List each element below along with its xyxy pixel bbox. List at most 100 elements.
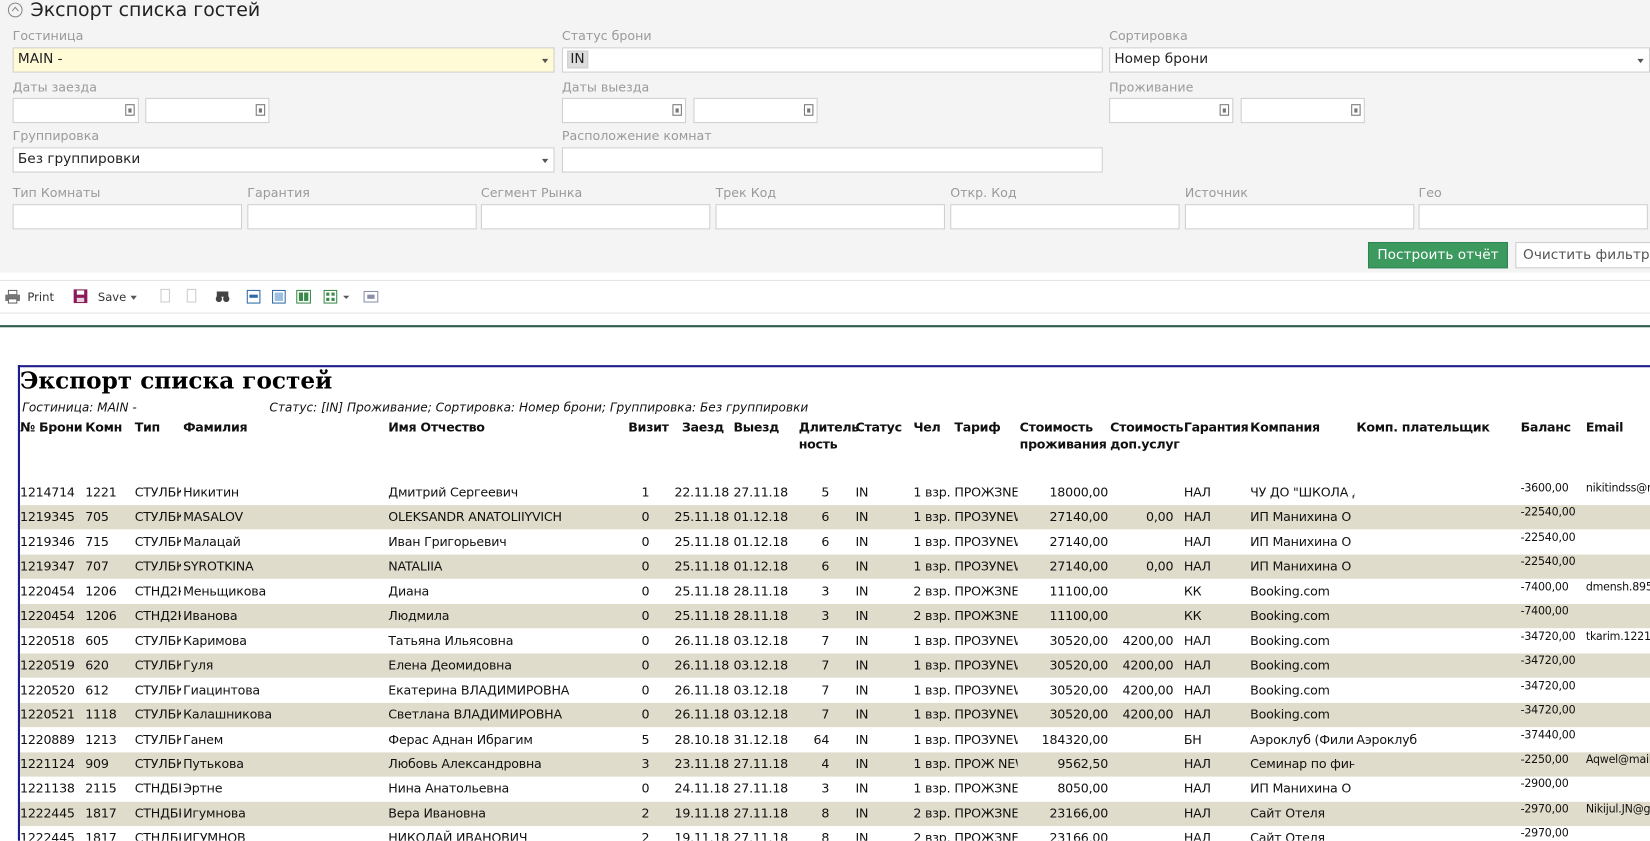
table-cell: 605	[85, 633, 132, 648]
table-cell: 01.12.18	[733, 510, 794, 525]
date-input[interactable]	[13, 98, 139, 123]
room-location-input[interactable]	[562, 147, 1103, 172]
table-cell: 1220889	[20, 732, 83, 747]
table-cell: 03.12.18	[733, 683, 794, 698]
status-token[interactable]: IN	[567, 51, 588, 69]
text-filter-input[interactable]	[950, 204, 1179, 229]
table-cell: IN	[856, 757, 909, 772]
build-button[interactable]: Построить отчёт	[1368, 242, 1508, 268]
table-cell: 30520,00	[1020, 633, 1108, 648]
table-cell: 1219345	[20, 510, 83, 525]
table-cell: 1 взр.	[913, 485, 953, 500]
table-cell: НИКОЛАЙ ИВАНОВИЧ	[388, 831, 625, 841]
table-cell: 1221124	[20, 757, 83, 772]
text-filter-input[interactable]	[13, 204, 242, 229]
text-filter-input[interactable]	[1185, 204, 1414, 229]
table-cell: 27.11.18	[733, 781, 794, 796]
date-input[interactable]	[1241, 98, 1365, 123]
text-filter-input[interactable]	[247, 204, 476, 229]
table-cell: 4200,00	[1110, 658, 1173, 673]
table-cell: СТНД2К	[135, 608, 181, 623]
table-cell: 0	[628, 707, 649, 722]
table-cell: 2	[628, 831, 649, 841]
table-cell: Ганем	[183, 732, 386, 747]
status-input[interactable]: IN	[562, 47, 1103, 72]
table-cell: -34720,00	[1521, 630, 1584, 643]
hotel-select[interactable]: MAIN -	[13, 47, 555, 72]
table-cell: -7400,00	[1521, 581, 1584, 594]
table-cell: -2970,00	[1521, 827, 1584, 840]
filter-label: Источник	[1185, 185, 1248, 200]
table-cell: 31.12.18	[733, 732, 794, 747]
table-cell: Екатерина ВЛАДИМИРОВНА	[388, 683, 625, 698]
table-cell: 1 взр.	[913, 534, 953, 549]
table-cell: 3	[799, 584, 830, 599]
table-cell: ПРОЗУNEW	[954, 658, 1017, 673]
collapse-icon[interactable]	[7, 2, 23, 18]
select-value: MAIN -	[18, 52, 63, 68]
table-cell: НАЛ	[1184, 658, 1247, 673]
table-cell: СТУЛБК	[135, 485, 181, 500]
clear-button[interactable]: Очистить фильтр	[1515, 242, 1650, 268]
toolbar-icons[interactable]	[158, 288, 390, 305]
table-cell: 27140,00	[1020, 510, 1108, 525]
table-cell: ПРОЖ NEW	[954, 757, 1017, 772]
table-cell: -22540,00	[1521, 507, 1584, 520]
table-cell: СТНДБК	[135, 806, 181, 821]
table-cell: -22540,00	[1521, 531, 1584, 544]
sort-select[interactable]: Номер брони	[1109, 47, 1650, 72]
filter-label: Сегмент Рынка	[481, 185, 582, 200]
filter-label: Гостиница	[13, 28, 84, 43]
table-cell: 1 взр.	[913, 658, 953, 673]
table-cell: Татьяна Ильясовна	[388, 633, 625, 648]
table-cell: -34720,00	[1521, 704, 1584, 717]
table-cell: 612	[85, 683, 132, 698]
table-cell: 3	[799, 781, 830, 796]
column-header: Статус	[856, 419, 902, 436]
table-cell: 1	[628, 485, 649, 500]
table-cell: 0	[628, 633, 649, 648]
text-filter-input[interactable]	[716, 204, 945, 229]
table-cell: Каримова	[183, 633, 386, 648]
table-cell: БН	[1184, 732, 1247, 747]
column-header: Заезд	[682, 419, 724, 436]
save-button[interactable]: Save	[98, 290, 126, 304]
table-cell: 9562,50	[1020, 757, 1108, 772]
table-cell: Дмитрий Сергеевич	[388, 485, 625, 500]
table-cell: НАЛ	[1184, 510, 1247, 525]
date-input[interactable]	[1109, 98, 1233, 123]
table-cell: 30520,00	[1020, 658, 1108, 673]
table-cell: 2	[628, 806, 649, 821]
save-caret[interactable]	[130, 296, 136, 300]
date-input[interactable]	[145, 98, 269, 123]
text-filter-input[interactable]	[1419, 204, 1648, 229]
grouping-select[interactable]: Без группировки	[13, 147, 555, 172]
print-button[interactable]: Print	[27, 290, 54, 304]
table-cell: 5	[799, 485, 830, 500]
table-cell: Путькова	[183, 757, 386, 772]
date-input[interactable]	[693, 98, 817, 123]
date-input[interactable]	[562, 98, 686, 123]
table-cell: IN	[856, 707, 909, 722]
print-icon[interactable]	[4, 289, 21, 304]
table-cell: 1 взр.	[913, 732, 953, 747]
filter-label: Даты выезда	[562, 80, 649, 95]
table-cell: 6	[799, 534, 830, 549]
table-cell: 27140,00	[1020, 534, 1108, 549]
filter-label: Проживание	[1109, 80, 1193, 95]
table-cell: 707	[85, 559, 132, 574]
table-cell: ПРОЗУNEW	[954, 732, 1017, 747]
table-cell: 1 взр.	[913, 683, 953, 698]
column-header: Стоимость проживания	[1020, 419, 1107, 453]
save-icon[interactable]	[73, 288, 89, 304]
table-cell: 0	[628, 559, 649, 574]
table-cell: Семинар по фина	[1250, 757, 1354, 772]
table-cell: 23.11.18	[675, 757, 730, 772]
table-cell: ИП Манихина О И	[1250, 510, 1354, 525]
table-cell: 705	[85, 510, 132, 525]
table-cell: НАЛ	[1184, 485, 1247, 500]
table-cell: Booking.com	[1250, 683, 1354, 698]
text-filter-input[interactable]	[481, 204, 710, 229]
